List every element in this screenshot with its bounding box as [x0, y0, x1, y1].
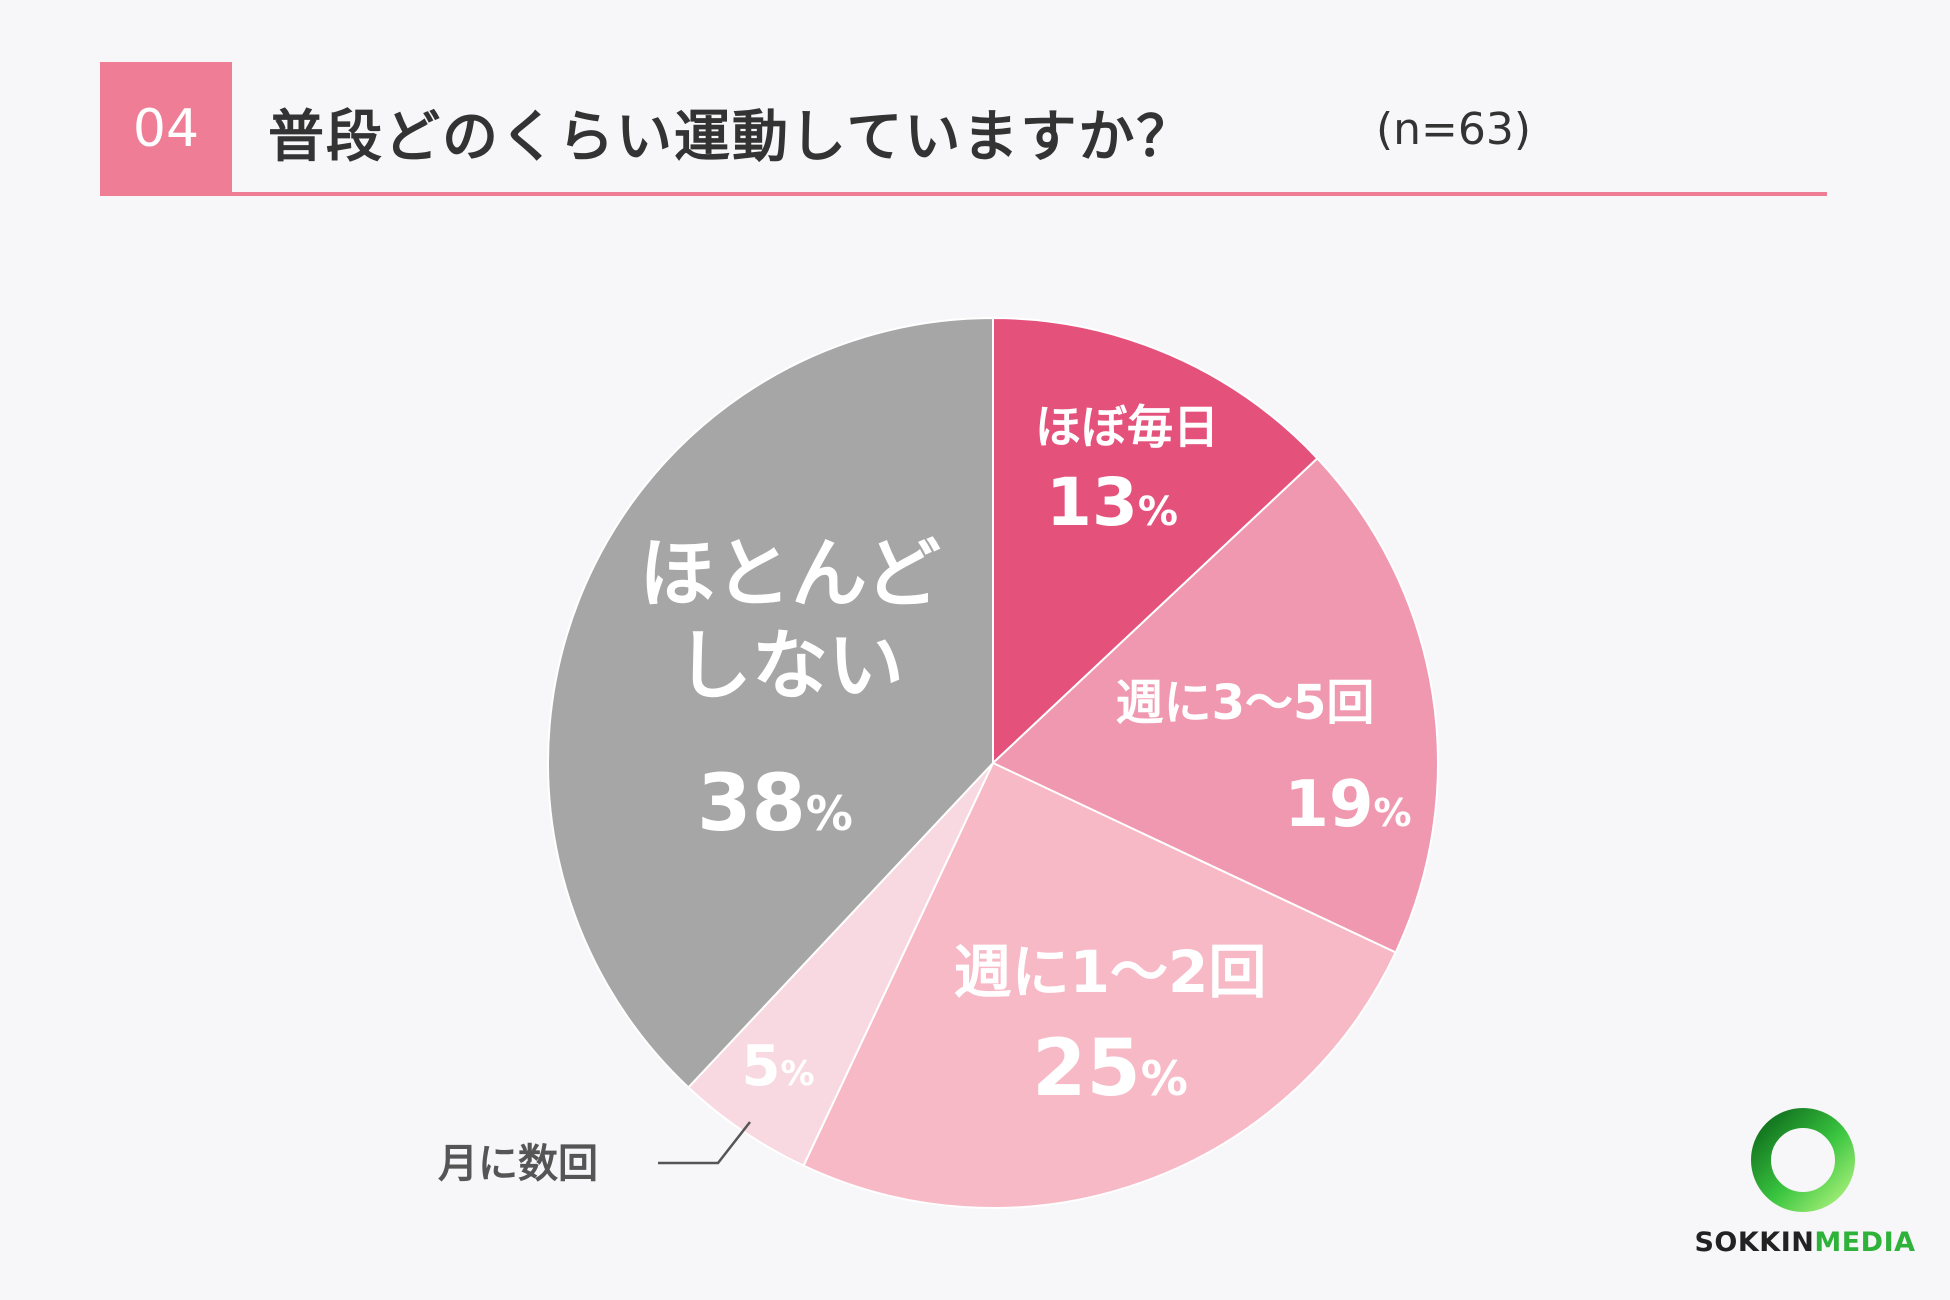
slice-percent-4: 5% [741, 1034, 814, 1099]
slice-label-5-line-1: ほとんど [639, 529, 941, 618]
logo-ring-icon [1751, 1108, 1855, 1212]
chart-header: 04 普段どのくらい運動していますか？ (n=63) [100, 62, 1827, 196]
slice-label-1: ほぼ毎日 [1035, 400, 1219, 454]
sokkin-media-logo: SOKKINMEDIA [1690, 1105, 1920, 1265]
slice-percent-5: 38% [697, 759, 853, 849]
slice-label-3: 週に1〜2回 [954, 938, 1267, 1006]
logo-text-sokkin: SOKKIN [1694, 1227, 1815, 1258]
chart-title: 普段どのくらい運動していますか？ [268, 105, 1195, 170]
slice-percent-3: 25% [1032, 1024, 1188, 1114]
header-underline [100, 192, 1827, 196]
pie-slice-3 [802, 761, 1397, 1209]
leader-line [658, 1121, 751, 1165]
pie-slice-5 [547, 316, 994, 1089]
question-number-badge: 04 [100, 62, 232, 196]
logo-text-media: MEDIA [1814, 1227, 1916, 1258]
pie-slice-2 [991, 456, 1439, 954]
logo-wordmark: SOKKINMEDIA [1690, 1227, 1920, 1258]
slice-percent-2: 19% [1284, 768, 1411, 842]
slice-label-5-line-2: しない [676, 621, 904, 710]
slice-label-4: 月に数回 [438, 1141, 598, 1187]
sample-size: (n=63) [1376, 104, 1532, 155]
slice-label-2: 週に3〜5回 [1116, 675, 1375, 731]
slice-percent-1: 13% [1046, 464, 1178, 541]
pie-slice-1 [992, 316, 1319, 766]
